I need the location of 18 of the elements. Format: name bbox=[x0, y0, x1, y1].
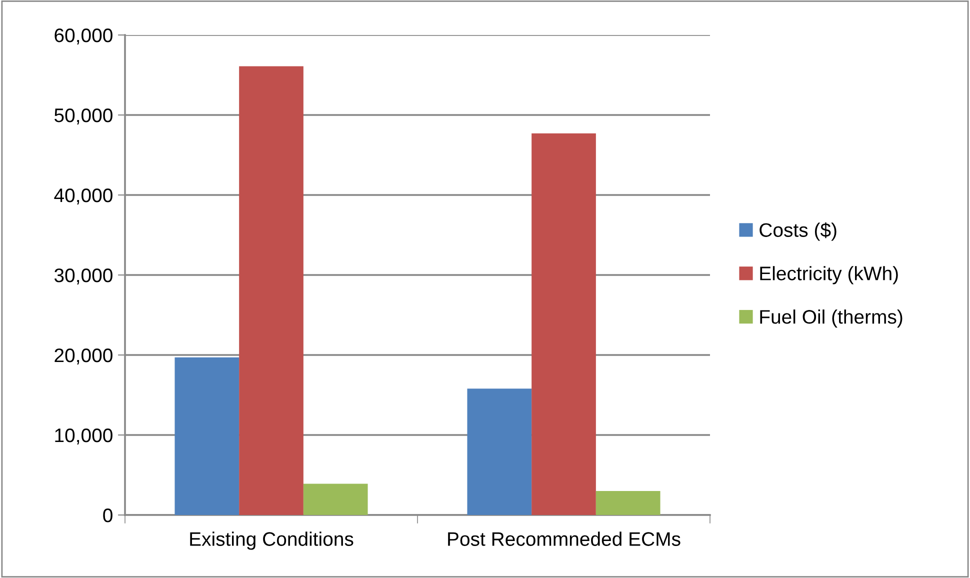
x-tick-label: Post Recommneded ECMs bbox=[448, 532, 680, 546]
legend-label: Fuel Oil (therms) bbox=[760, 309, 902, 328]
y-tick-label: 30,000 bbox=[54, 268, 112, 285]
legend-label: Costs ($) bbox=[760, 222, 836, 241]
bar bbox=[467, 388, 532, 515]
y-tick-label: 20,000 bbox=[54, 348, 112, 365]
bar bbox=[239, 66, 304, 515]
y-tick-label: 40,000 bbox=[54, 188, 112, 205]
x-tick-label: Existing Conditions bbox=[190, 532, 354, 550]
bar bbox=[596, 491, 660, 515]
y-tick-label: 60,000 bbox=[54, 28, 112, 45]
legend-label: Electricity (kWh) bbox=[760, 266, 898, 284]
y-tick-label: 0 bbox=[103, 508, 112, 522]
bar bbox=[174, 357, 240, 515]
y-tick-label: 10,000 bbox=[55, 428, 112, 445]
y-tick-label: 50,000 bbox=[54, 108, 112, 125]
bar bbox=[303, 484, 368, 515]
bar bbox=[532, 133, 596, 515]
